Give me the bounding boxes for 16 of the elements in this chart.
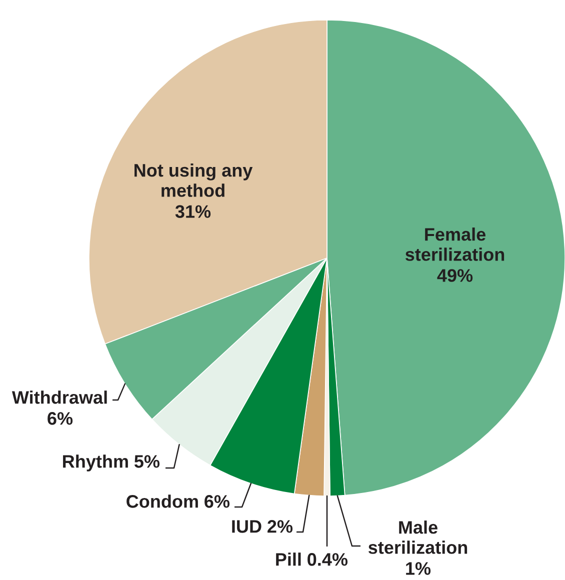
data-label: 6% (48, 412, 73, 425)
data-label: 0.4% (308, 553, 348, 566)
data-label: 6% (204, 495, 230, 508)
data-label: 5% (134, 455, 160, 468)
slice-label: Not using any method (134, 163, 253, 197)
slice-label: Condom (126, 494, 198, 508)
slice-label: IUD (232, 520, 262, 533)
data-label: 31% (175, 205, 211, 218)
data-label: 49% (437, 269, 473, 282)
slice-label: Withdrawal (12, 390, 107, 404)
data-label: 2% (268, 520, 293, 533)
slice-label: Pill (276, 552, 301, 566)
slice-label: Female sterilization (405, 228, 504, 261)
data-label: 1% (406, 562, 431, 575)
slice-label: Male sterilization (368, 520, 468, 554)
slice-label: Rhythm (63, 454, 128, 472)
